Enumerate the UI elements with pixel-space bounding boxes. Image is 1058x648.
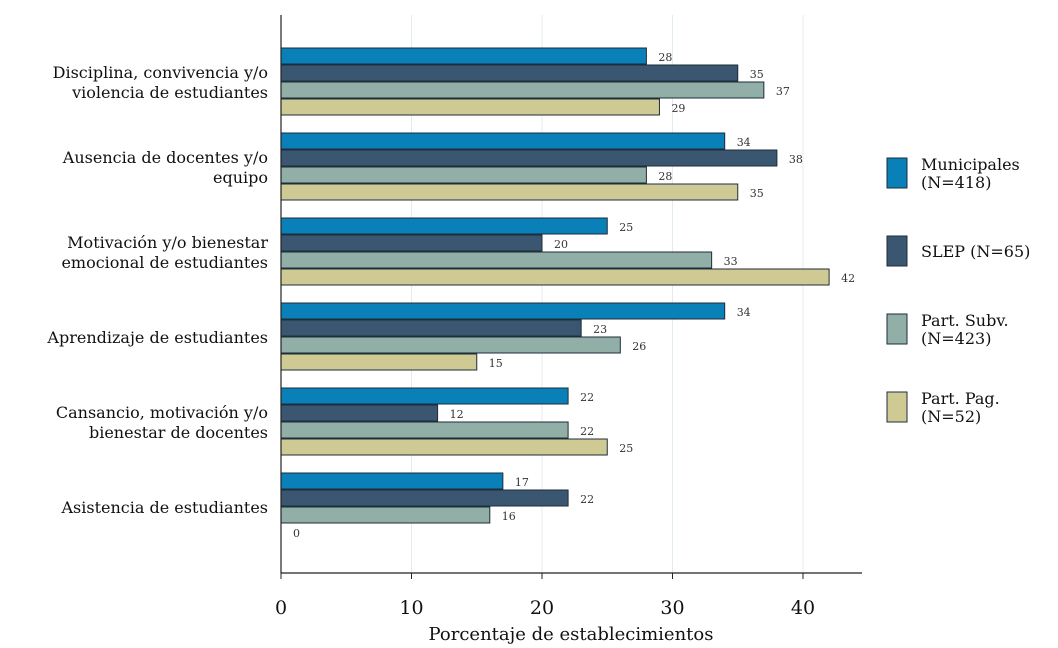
bar xyxy=(280,489,569,507)
data-label: 0 xyxy=(293,527,300,540)
bars-layer xyxy=(280,47,830,524)
data-label: 23 xyxy=(593,323,607,336)
category-label: Asistencia de estudiantes xyxy=(60,498,268,517)
data-label: 20 xyxy=(554,238,568,251)
category-label: Disciplina, convivencia y/o violencia de … xyxy=(53,63,268,102)
legend-label: SLEP (N=65) xyxy=(921,242,1030,261)
legend-swatch xyxy=(886,157,908,189)
bar xyxy=(280,166,647,184)
value-labels: 28 35 37 29 34 38 28 35 25 20 33 42 34 23 26 15 22 12 22 25… xyxy=(293,51,855,540)
x-tick-label: 0 xyxy=(275,597,287,619)
bar xyxy=(280,217,608,235)
bar xyxy=(280,251,713,269)
bar xyxy=(280,234,543,252)
legend-label: Part. Subv. (N=423) xyxy=(921,311,1009,348)
data-label: 25 xyxy=(619,221,633,234)
bar xyxy=(280,387,569,405)
data-label: 33 xyxy=(724,255,738,268)
data-label: 34 xyxy=(737,136,751,149)
bar xyxy=(280,64,739,82)
data-label: 29 xyxy=(671,102,685,115)
category-label: Aprendizaje de estudiantes xyxy=(46,328,268,347)
data-label: 26 xyxy=(632,340,646,353)
bar xyxy=(280,336,621,354)
data-label: 22 xyxy=(580,425,594,438)
bar xyxy=(280,47,647,65)
bar xyxy=(280,268,830,286)
data-label: 35 xyxy=(750,68,764,81)
data-label: 15 xyxy=(489,357,503,370)
x-tick-label: 10 xyxy=(399,597,423,619)
axes xyxy=(280,15,862,574)
legend: Municipales (N=418) SLEP (N=65) Part. Subv.… xyxy=(886,155,1030,426)
data-label: 12 xyxy=(450,408,464,421)
bar xyxy=(280,81,765,99)
category-label: Ausencia de docentes y/o equipo xyxy=(62,148,268,187)
legend-label: Part. Pag. (N=52) xyxy=(921,389,1000,426)
bar xyxy=(280,302,726,320)
bar xyxy=(280,353,478,371)
data-label: 28 xyxy=(658,51,672,64)
data-label: 28 xyxy=(658,170,672,183)
legend-swatch xyxy=(886,313,908,345)
category-label: Motivación y/o bienestar emocional de est… xyxy=(61,233,268,272)
bar xyxy=(280,438,608,456)
bar xyxy=(280,421,569,439)
x-tick-label: 20 xyxy=(530,597,554,619)
data-label: 17 xyxy=(515,476,529,489)
data-label: 34 xyxy=(737,306,751,319)
data-label: 37 xyxy=(776,85,790,98)
bar xyxy=(280,506,491,524)
legend-label: Municipales (N=418) xyxy=(921,155,1020,192)
legend-swatch xyxy=(886,235,908,267)
data-label: 25 xyxy=(619,442,633,455)
data-label: 35 xyxy=(750,187,764,200)
data-label: 16 xyxy=(502,510,516,523)
data-label: 38 xyxy=(789,153,803,166)
x-tick-label: 30 xyxy=(660,597,684,619)
bar xyxy=(280,472,504,490)
x-axis-title: Porcentaje de establecimientos xyxy=(429,624,714,645)
bar xyxy=(280,132,726,150)
bar xyxy=(280,319,582,337)
bar xyxy=(280,404,439,422)
category-labels: Disciplina, convivencia y/o violencia de … xyxy=(46,63,268,517)
bar xyxy=(280,98,660,116)
data-label: 42 xyxy=(841,272,855,285)
legend-swatch xyxy=(886,391,908,423)
bar xyxy=(280,149,778,167)
x-tick-labels: 0 10 20 30 40 xyxy=(275,573,815,619)
x-tick-label: 40 xyxy=(791,597,815,619)
data-label: 22 xyxy=(580,391,594,404)
category-label: Cansancio, motivación y/o bienestar de do… xyxy=(56,403,268,442)
bar xyxy=(280,183,739,201)
data-label: 22 xyxy=(580,493,594,506)
